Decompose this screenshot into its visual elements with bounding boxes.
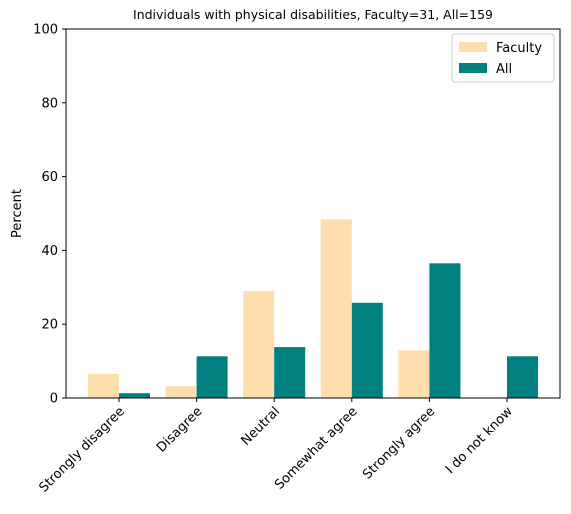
plot-frame	[65, 28, 561, 399]
bar-all-5	[507, 356, 538, 398]
bar-faculty-3	[320, 219, 352, 398]
bar-faculty-0	[88, 374, 119, 398]
bar-faculty-2	[243, 290, 275, 398]
y-tick-label: 60	[41, 170, 58, 185]
x-tick-label: Somewhat agree	[272, 404, 361, 493]
legend-label-faculty: Faculty	[496, 41, 542, 56]
chart-title: Individuals with physical disabilities, …	[133, 7, 493, 22]
y-tick-label: 20	[41, 318, 58, 333]
axes-group: 0 20 40 60 80 100 Strongly disagree Disagree Neu…	[33, 23, 561, 496]
x-tick-label: I do not know	[443, 404, 516, 477]
bars-group	[88, 219, 538, 398]
bar-all-1	[196, 356, 228, 398]
x-tick-label: Strongly disagree	[36, 404, 127, 495]
legend-swatch-faculty	[459, 42, 487, 52]
x-tick-label: Disagree	[154, 404, 205, 455]
legend: Faculty All	[451, 33, 555, 83]
legend-label-all: All	[496, 62, 512, 77]
legend-swatch-all	[459, 63, 487, 73]
y-tick-label: 0	[50, 392, 58, 407]
bar-all-3	[351, 302, 383, 398]
bar-all-0	[119, 393, 150, 398]
y-tick-label: 100	[33, 23, 58, 38]
bar-faculty-4	[398, 350, 430, 398]
x-tick-label: Strongly agree	[360, 404, 438, 482]
bar-faculty-1	[165, 386, 197, 398]
y-tick-label: 40	[41, 244, 58, 259]
y-tick-label: 80	[41, 96, 58, 111]
x-tick-label: Neutral	[238, 404, 283, 449]
bar-all-4	[429, 263, 461, 398]
y-axis-label: Percent	[10, 189, 25, 238]
bar-all-2	[274, 347, 306, 398]
